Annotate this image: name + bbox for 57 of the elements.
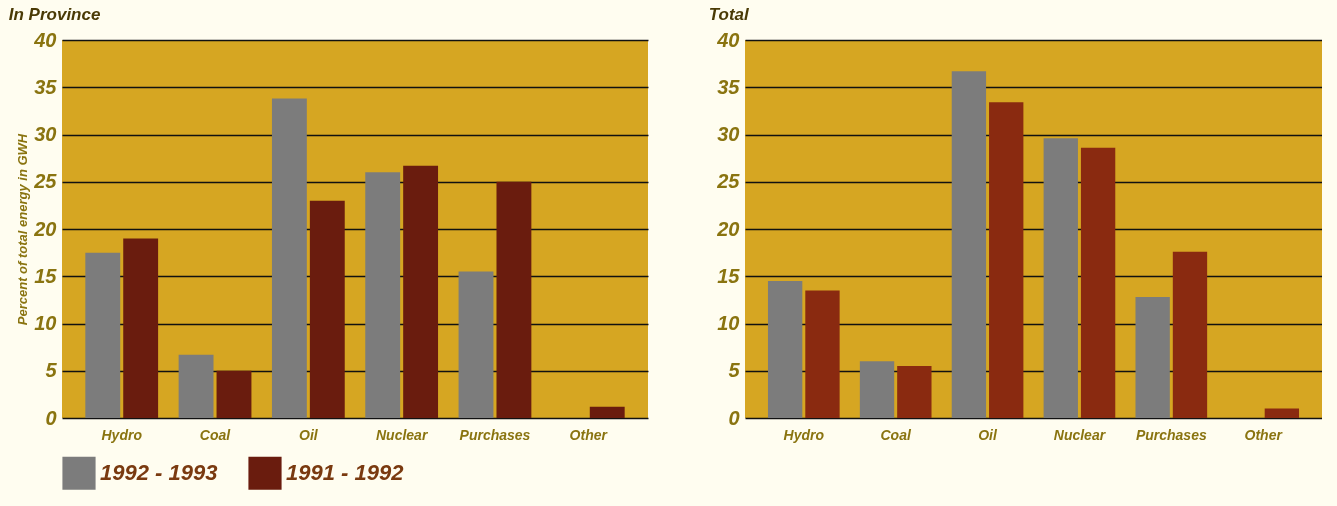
bar <box>365 172 401 418</box>
y-tick-label: 20 <box>33 217 57 240</box>
x-tick-label: Nuclear <box>375 426 429 443</box>
y-tick-label: 30 <box>34 123 57 145</box>
x-tick-label: Coal <box>199 426 232 443</box>
y-tick-label: 5 <box>728 359 741 382</box>
x-tick-label: Oil <box>299 426 319 443</box>
bar <box>1135 297 1170 418</box>
x-tick-label: Nuclear <box>1053 426 1107 443</box>
bar <box>951 71 987 418</box>
y-tick-label: 40 <box>716 28 740 51</box>
bar <box>85 252 121 418</box>
y-tick-label: 0 <box>45 406 57 429</box>
bar <box>1043 138 1078 418</box>
bar <box>989 102 1024 418</box>
y-tick-label: 15 <box>34 264 58 287</box>
y-tick-label: 15 <box>717 264 741 287</box>
bar <box>496 181 532 418</box>
x-tick-label: Oil <box>978 426 998 443</box>
y-tick-label: 25 <box>716 170 741 193</box>
chart-title: Total <box>708 5 751 24</box>
y-tick-label: 5 <box>45 359 58 382</box>
y-tick-label: 35 <box>34 75 58 98</box>
bar <box>1172 251 1208 418</box>
bar <box>271 98 307 418</box>
x-tick-label: Hydro <box>783 426 825 443</box>
y-tick-label: 25 <box>33 170 58 193</box>
y-tick-label: 10 <box>717 312 740 334</box>
bar <box>123 238 159 418</box>
legend-label: 1991 - 1992 <box>286 460 405 486</box>
bar <box>458 271 494 418</box>
bar <box>767 280 803 418</box>
x-tick-label: Other <box>1244 426 1284 443</box>
bar <box>1264 408 1300 418</box>
bar <box>178 354 214 418</box>
y-tick-label: 20 <box>716 217 740 240</box>
bar <box>403 165 439 418</box>
y-tick-label: 30 <box>717 123 740 145</box>
bar <box>897 366 932 418</box>
x-tick-label: Coal <box>880 426 912 443</box>
bar <box>309 200 345 418</box>
x-tick-label: Purchases <box>1135 426 1207 443</box>
x-tick-label: Other <box>569 426 609 443</box>
bar <box>859 361 895 418</box>
chart-title: In Province <box>8 5 101 24</box>
bar <box>805 290 840 418</box>
y-axis-title: Percent of total energy in GWH <box>15 133 31 326</box>
y-tick-label: 10 <box>34 312 57 334</box>
x-tick-label: Hydro <box>101 426 143 443</box>
bar <box>589 406 625 418</box>
bar <box>216 370 252 418</box>
legend-label: 1992 - 1993 <box>100 460 218 486</box>
y-tick-label: 0 <box>728 406 740 429</box>
x-tick-label: Purchases <box>459 426 531 443</box>
bar <box>1080 147 1116 418</box>
y-tick-label: 40 <box>33 28 57 51</box>
y-tick-label: 35 <box>717 75 741 98</box>
